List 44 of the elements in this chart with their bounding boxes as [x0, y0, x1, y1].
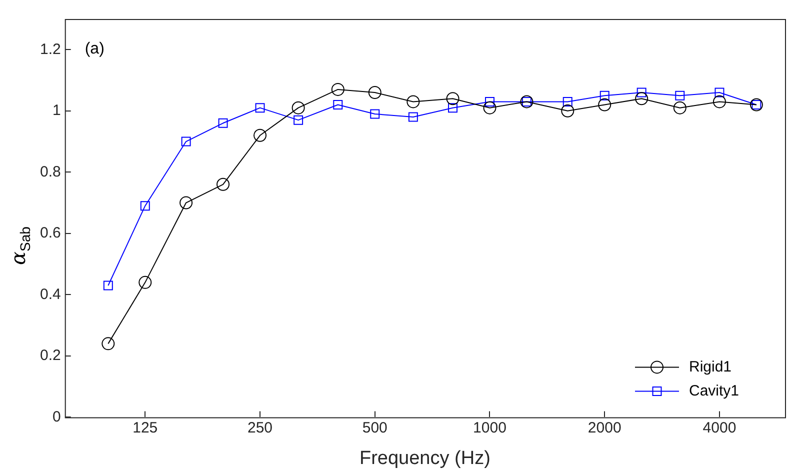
point: [600, 90, 610, 100]
point: [446, 92, 460, 106]
point: [102, 337, 115, 350]
y-tick-label: 0.6: [40, 224, 61, 242]
point: [712, 95, 726, 108]
y-tick-label: 0.2: [40, 347, 61, 364]
legend-label: Cavity1: [689, 382, 740, 400]
annotation: (a): [84, 40, 104, 58]
point: [216, 178, 230, 191]
x-tick-label: 125: [132, 419, 158, 436]
point: [635, 92, 648, 106]
point: [254, 128, 267, 142]
legend-label: Rigid1: [689, 358, 732, 376]
point: [483, 101, 496, 114]
point: [218, 118, 228, 128]
point: [140, 201, 150, 211]
point: [408, 112, 418, 122]
y-tick-label: 0.4: [40, 286, 61, 303]
point: [673, 101, 686, 114]
x-tick-label: 1000: [473, 419, 506, 436]
point: [714, 88, 724, 98]
point: [103, 280, 113, 290]
point: [406, 95, 420, 108]
x-tick-label: 250: [247, 419, 273, 436]
y-tick-label: 1: [52, 102, 61, 120]
y-tick-label: 1.2: [40, 40, 61, 58]
y-tick-label: 0.8: [40, 163, 61, 180]
point: [138, 276, 152, 289]
y-tick-label: 0: [52, 408, 61, 426]
point: [370, 109, 380, 119]
x-tick-label: 500: [362, 419, 388, 436]
x-tick-label: 2000: [588, 419, 622, 436]
x-axis-title: Frequency (Hz): [359, 448, 490, 469]
point: [636, 88, 646, 98]
point: [368, 86, 382, 100]
point: [485, 96, 494, 106]
point: [598, 98, 612, 112]
point: [675, 90, 685, 100]
point: [294, 115, 304, 125]
point: [333, 100, 343, 110]
point: [292, 101, 305, 114]
x-tick-label: 4000: [702, 419, 736, 436]
point: [331, 82, 344, 96]
point: [255, 103, 265, 113]
